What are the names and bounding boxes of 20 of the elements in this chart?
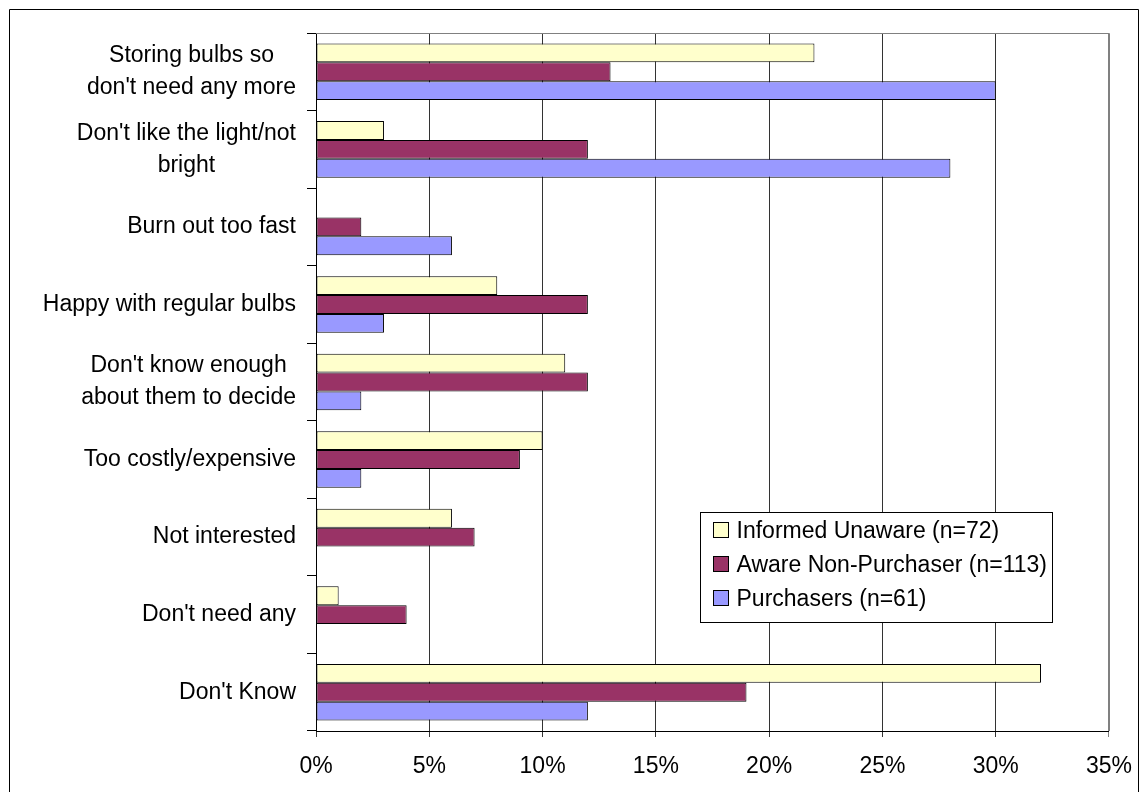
legend-label: Purchasers (n=61) [736,584,927,612]
x-tick-label: 35% [1085,752,1133,779]
y-tick-label: Happy with regular bulbs [42,289,296,316]
legend-label: Informed Unaware (n=72) [736,516,1000,544]
x-tick-label: 15% [632,752,679,779]
x-tick-label: 25% [859,752,906,779]
y-tick-label: Don't know enough about them to decide [81,351,297,410]
y-tick-label: Don't need any [141,600,297,627]
legend-label: Aware Non-Purchaser (n=113) [736,550,1047,578]
y-tick-label: Burn out too fast [127,212,297,239]
y-tick-label: Don't Know [179,677,297,704]
x-tick-label: 20% [746,752,793,779]
y-tick-label: Don't like the light/not bright [76,118,297,177]
x-tick-label: 5% [412,752,446,779]
x-tick-label: 10% [519,752,566,779]
y-tick-label: Storing bulbs so don't need any more [87,41,296,100]
x-tick-label: 30% [972,752,1019,779]
x-tick-label: 0% [299,752,333,779]
y-tick-label: Too costly/expensive [83,444,297,471]
y-tick-label: Not interested [152,522,297,549]
